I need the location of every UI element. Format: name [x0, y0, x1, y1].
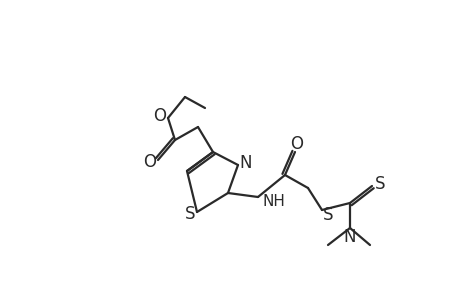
Text: N: N — [343, 228, 355, 246]
Text: N: N — [239, 154, 252, 172]
Text: S: S — [374, 175, 385, 193]
Text: S: S — [322, 206, 332, 224]
Text: O: O — [153, 107, 166, 125]
Text: O: O — [143, 153, 156, 171]
Text: S: S — [185, 205, 195, 223]
Text: NH: NH — [263, 194, 285, 208]
Text: O: O — [290, 135, 303, 153]
